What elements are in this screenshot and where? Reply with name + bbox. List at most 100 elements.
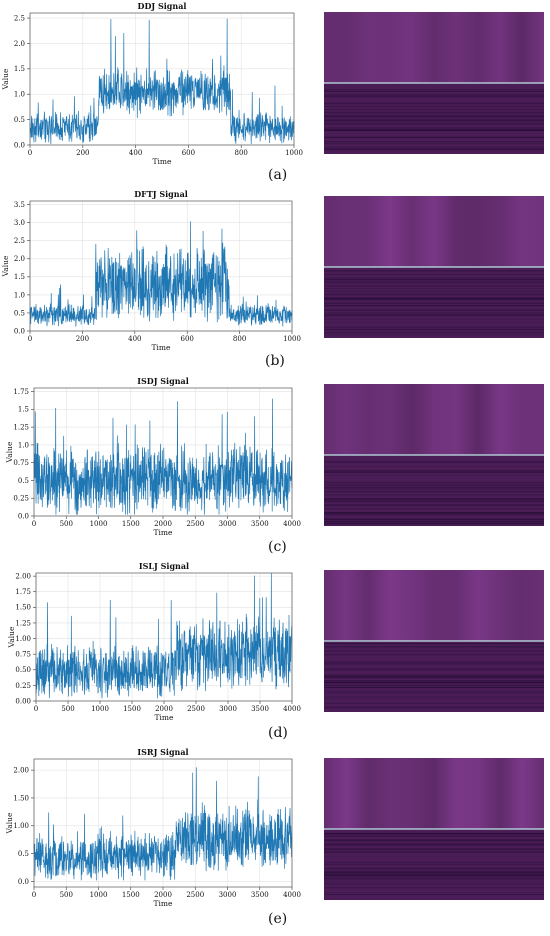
x-tick-label: 500 <box>61 705 74 713</box>
tf-upper-band <box>324 384 544 455</box>
plot-frame <box>29 12 295 146</box>
y-tick-label: 1.25 <box>15 619 31 627</box>
x-tick-label: 3000 <box>219 705 237 713</box>
x-tick-label: 2000 <box>154 520 172 528</box>
y-tick-label: 0.25 <box>15 682 31 690</box>
x-axis-label: Time <box>152 343 172 352</box>
x-tick-label: 3000 <box>219 520 237 528</box>
time-frequency-image <box>324 384 544 526</box>
y-tick-label: 0.0 <box>14 327 25 335</box>
y-tick-label: 3.5 <box>14 201 25 209</box>
x-tick-label: 1000 <box>283 335 301 343</box>
x-tick-label: 4000 <box>283 520 301 528</box>
x-tick-label: 2500 <box>186 520 204 528</box>
y-tick-label: 2.00 <box>13 767 29 775</box>
x-tick-label: 0 <box>32 891 36 899</box>
x-axis-label: Time <box>154 899 174 908</box>
chart-panel: ISRJ Signal 0 500 1000 1500 2000 2500 3000 3500 4… <box>0 744 550 930</box>
panel-label: (d) <box>268 725 288 741</box>
y-tick-label: 1.0 <box>14 291 25 299</box>
time-frequency-image <box>324 196 544 338</box>
signal-series-line <box>29 18 295 144</box>
x-tick-label: 1000 <box>90 891 108 899</box>
tf-upper-band <box>324 570 544 641</box>
y-tick-label: 0.25 <box>13 495 29 503</box>
x-tick-label: 1500 <box>122 520 140 528</box>
x-tick-label: 1500 <box>123 705 141 713</box>
x-tick-label: 800 <box>233 335 246 343</box>
y-tick-label: 0.5 <box>14 116 25 124</box>
y-tick-label: 1.5 <box>18 406 29 414</box>
chart-panel: DDJ Signal 0 200 400 600 800 1000 0.0 0.5 1.0 1.5 2… <box>0 0 550 186</box>
y-tick-label: 0.0 <box>18 878 29 886</box>
x-tick-label: 0 <box>28 335 32 343</box>
plot-frame <box>33 758 293 888</box>
y-tick-label: 2.0 <box>14 255 25 263</box>
signal-series-line <box>33 398 293 515</box>
time-frequency-image <box>324 758 544 900</box>
y-axis-label: Value <box>1 255 10 277</box>
panel-label: (a) <box>268 167 288 183</box>
x-tick-label: 1000 <box>285 149 303 157</box>
x-tick-label: 600 <box>182 149 195 157</box>
y-tick-label: 1.50 <box>15 604 31 612</box>
y-tick-label: 0.50 <box>15 666 31 674</box>
x-tick-label: 500 <box>60 891 73 899</box>
x-tick-label: 3500 <box>251 891 269 899</box>
line-chart: ISLJ Signal 0 500 1000 1500 2000 2500 3000 3500 4… <box>7 561 301 722</box>
time-frequency-image <box>324 12 544 154</box>
y-tick-label: 0.5 <box>14 309 25 317</box>
signal-series-line <box>35 573 293 699</box>
x-tick-label: 400 <box>129 149 142 157</box>
x-tick-label: 2500 <box>187 705 205 713</box>
y-tick-label: 1.00 <box>13 822 29 830</box>
y-tick-label: 0.5 <box>18 477 29 485</box>
chart-title: DDJ Signal <box>138 1 187 11</box>
y-tick-label: 1.0 <box>14 91 25 99</box>
x-tick-label: 1000 <box>91 705 109 713</box>
plot-frame <box>33 387 293 517</box>
y-axis-label: Value <box>5 812 14 834</box>
y-tick-label: 1.25 <box>13 424 29 432</box>
y-axis-label: Value <box>7 626 16 648</box>
x-tick-label: 200 <box>76 149 89 157</box>
x-axis-label: Time <box>153 157 173 166</box>
y-tick-label: 0.0 <box>14 141 25 149</box>
y-tick-label: 0.0 <box>18 512 29 520</box>
x-tick-label: 4000 <box>283 891 301 899</box>
x-tick-label: 0 <box>32 520 36 528</box>
y-tick-label: 2.0 <box>14 40 25 48</box>
x-tick-label: 2500 <box>186 891 204 899</box>
x-tick-label: 0 <box>28 149 32 157</box>
line-chart: DFTJ Signal 0 200 400 600 800 1000 0.0 0.5 1.0 1.5… <box>1 189 301 352</box>
x-tick-label: 3000 <box>219 891 237 899</box>
chart-title: ISLJ Signal <box>139 561 189 571</box>
line-chart: ISRJ Signal 0 500 1000 1500 2000 2500 3000 3500 4… <box>5 747 301 908</box>
y-tick-label: 0.00 <box>15 697 31 705</box>
panel-label: (c) <box>268 539 287 555</box>
chart-title: DFTJ Signal <box>134 189 188 199</box>
y-tick-label: 1.75 <box>15 588 31 596</box>
line-chart: ISDJ Signal 0 500 1000 1500 2000 2500 3000 3500 4… <box>5 376 301 537</box>
tf-upper-band <box>324 12 544 83</box>
y-tick-label: 2.00 <box>15 573 31 581</box>
x-tick-label: 2000 <box>154 891 172 899</box>
y-tick-label: 1.0 <box>18 441 29 449</box>
y-tick-label: 3.0 <box>14 219 25 227</box>
y-tick-label: 1.5 <box>14 65 25 73</box>
y-tick-label: 0.5 <box>18 850 29 858</box>
x-axis-label: Time <box>155 713 175 722</box>
x-tick-label: 1000 <box>90 520 108 528</box>
x-tick-label: 3500 <box>251 705 269 713</box>
x-tick-label: 200 <box>76 335 89 343</box>
plot-frame <box>29 200 293 332</box>
x-axis-label: Time <box>154 528 174 537</box>
x-tick-label: 400 <box>128 335 141 343</box>
x-tick-label: 500 <box>60 520 73 528</box>
time-frequency-image <box>324 570 544 712</box>
y-tick-label: 2.5 <box>14 237 25 245</box>
x-tick-label: 1500 <box>122 891 140 899</box>
x-tick-label: 800 <box>235 149 248 157</box>
panel-label: (e) <box>268 911 288 927</box>
y-tick-label: 1.00 <box>15 635 31 643</box>
